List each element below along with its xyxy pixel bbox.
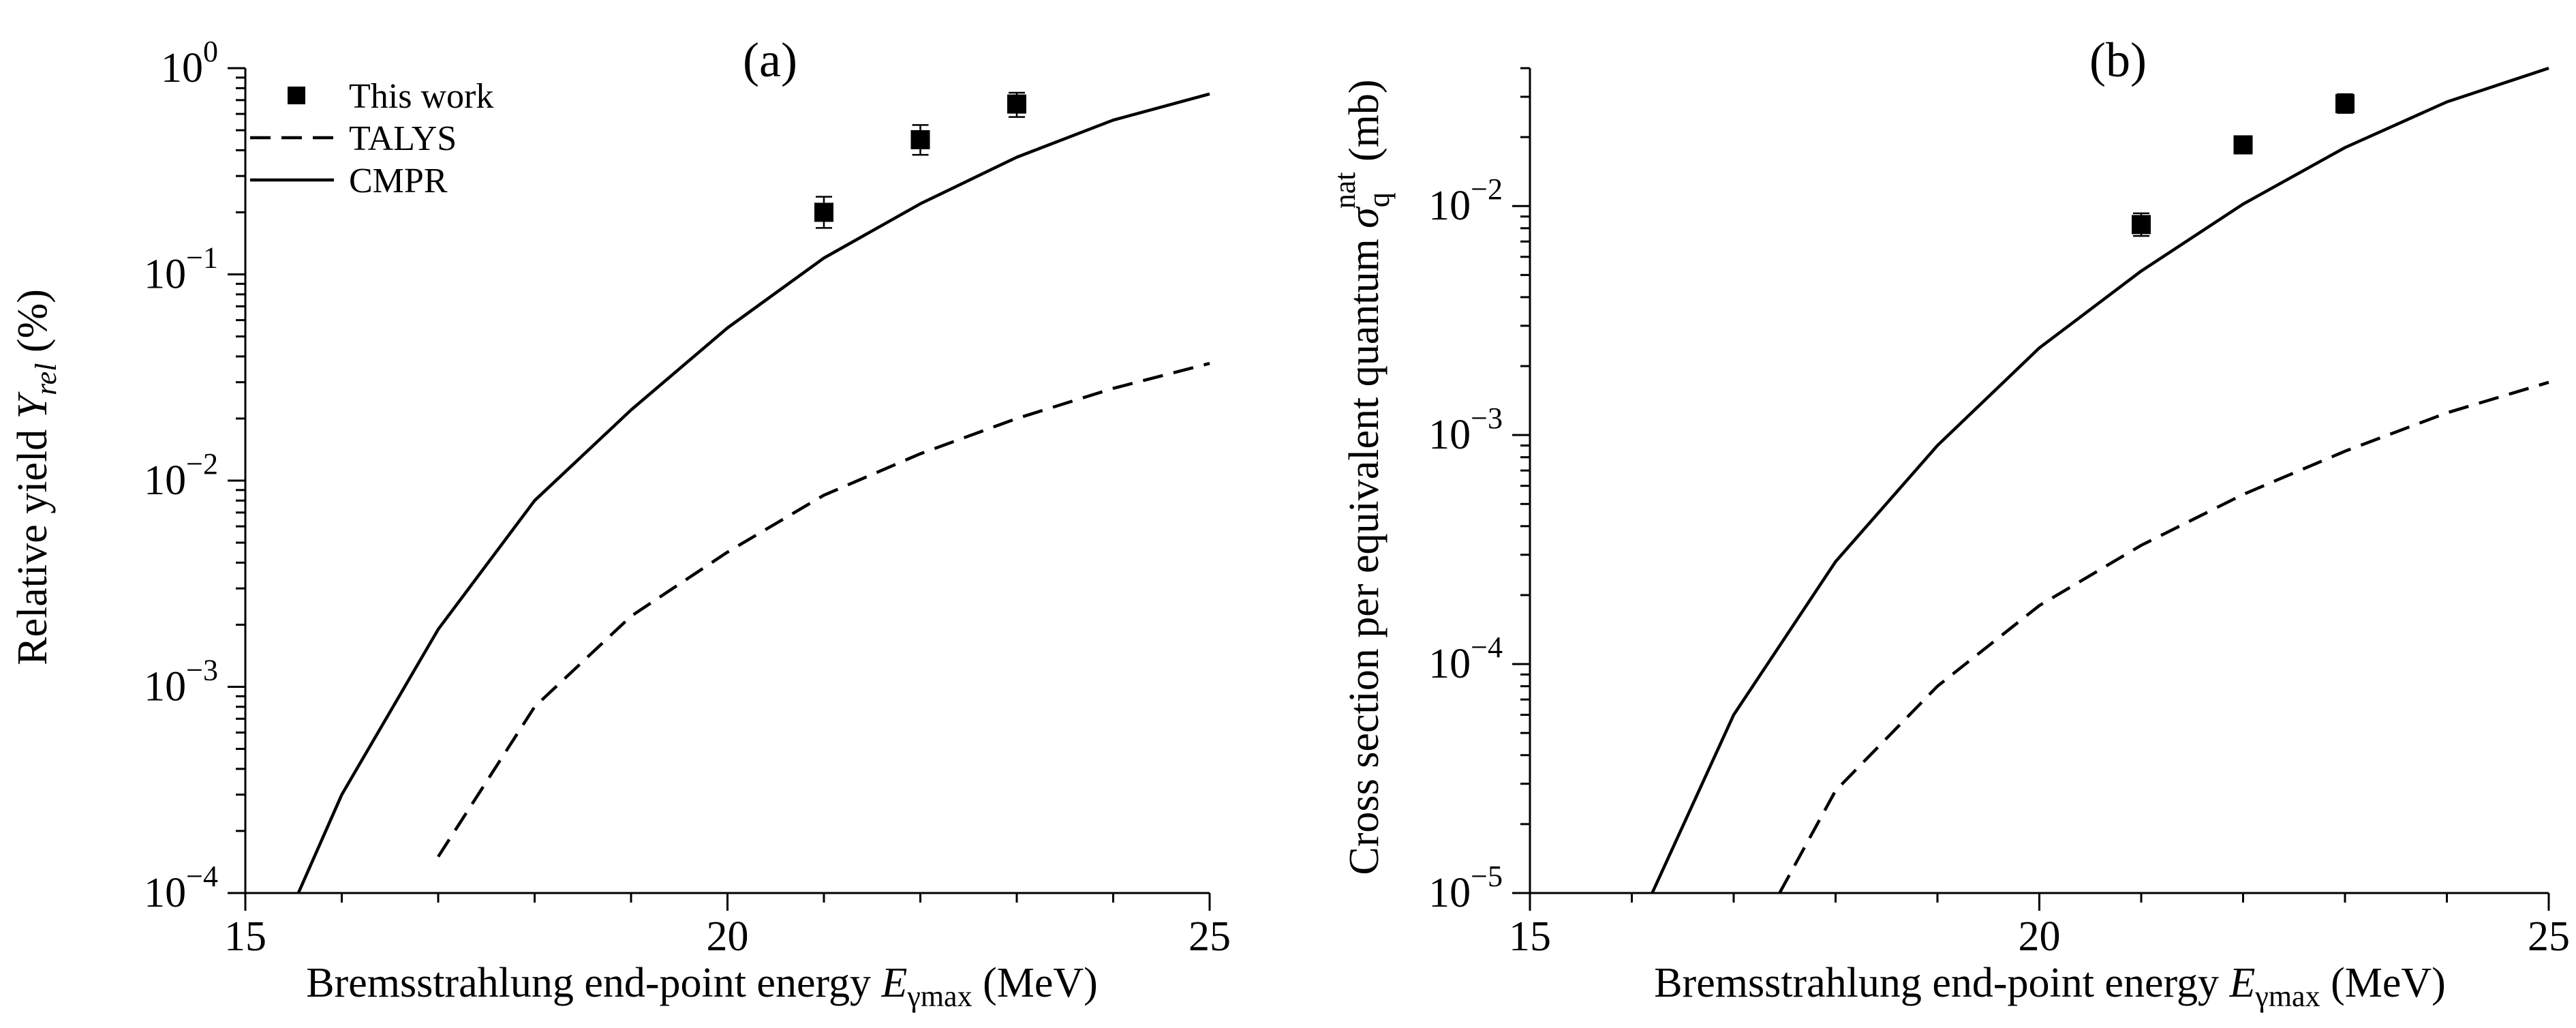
panel-b-x-tick-label: 15 <box>1509 913 1551 960</box>
panel-b-axes: 15 20 25 10−5 10−4 10−3 10−2 <box>1428 67 2570 960</box>
panel-a-cmpr-curve <box>296 92 1210 894</box>
panel-b-y-tick-label: 10−5 <box>1428 860 1503 916</box>
panel-a-y-tick-label: 10−4 <box>144 860 218 916</box>
panel-b-label: (b) <box>2089 33 2147 87</box>
panel-a-legend-label: This work <box>349 77 493 116</box>
panel-b-y-axis-title: Cross section per equivalent quantum σqn… <box>1328 79 1396 875</box>
panel-b-x-tick-label: 20 <box>2019 913 2061 960</box>
panel-b-data-point <box>2132 215 2151 235</box>
panel-b-y-tick-label: 10−2 <box>1428 172 1503 229</box>
panel-a-legend-label: TALYS <box>349 119 457 158</box>
panel-a-x-axis-title: Bremsstrahlung end-point energy Eγmax (M… <box>306 960 1098 1013</box>
panel-b-data-point <box>2335 94 2355 114</box>
panel-a-axes: 15 20 25 10−4 10−3 10−2 10−1 100 <box>144 35 1231 960</box>
panel-a-y-axis-title: Relative yield Yrel (%) <box>10 289 63 665</box>
panel-b-x-axis-title: Bremsstrahlung end-point energy Eγmax (M… <box>1654 960 2446 1013</box>
panel-b-curves <box>1651 66 2549 894</box>
panel-a-data-point <box>1007 94 1026 114</box>
panel-a-legend-label: CMPR <box>349 162 448 200</box>
panel-b-data-point <box>2233 135 2253 155</box>
panel-b-markers <box>2132 93 2355 237</box>
panel-a-curves <box>296 92 1210 894</box>
panel-a-x-tick-label: 15 <box>224 913 266 960</box>
panel-a-y-tick-label: 10−2 <box>144 447 218 504</box>
panel-b-x-tick-label: 25 <box>2528 913 2570 960</box>
panel-a-talys-curve <box>437 361 1210 858</box>
panel-b-y-tick-label: 10−4 <box>1428 631 1503 687</box>
panel-a-x-tick-label: 20 <box>707 913 749 960</box>
panel-a-data-point <box>910 130 930 149</box>
panel-a-x-tick-label: 25 <box>1189 913 1231 960</box>
panel-a-y-tick-label: 100 <box>161 35 218 91</box>
panel-a-label: (a) <box>743 33 797 87</box>
panel-a: 15 20 25 10−4 10−3 10−2 10−1 100 (a) Bremsstrah… <box>10 33 1231 1013</box>
panel-b: 15 20 25 10−5 10−4 10−3 10−2 (b) Bremsstrahlun… <box>1328 33 2570 1013</box>
panel-a-legend-marker <box>288 87 305 104</box>
panel-a-y-tick-label: 10−3 <box>144 654 218 710</box>
panel-b-y-tick-label: 10−3 <box>1428 402 1503 458</box>
panel-a-markers <box>814 91 1026 229</box>
panel-a-y-tick-label: 10−1 <box>144 241 218 298</box>
panel-a-data-point <box>814 202 833 222</box>
panel-b-cmpr-curve <box>1651 66 2549 894</box>
panel-b-talys-curve <box>1778 380 2549 894</box>
